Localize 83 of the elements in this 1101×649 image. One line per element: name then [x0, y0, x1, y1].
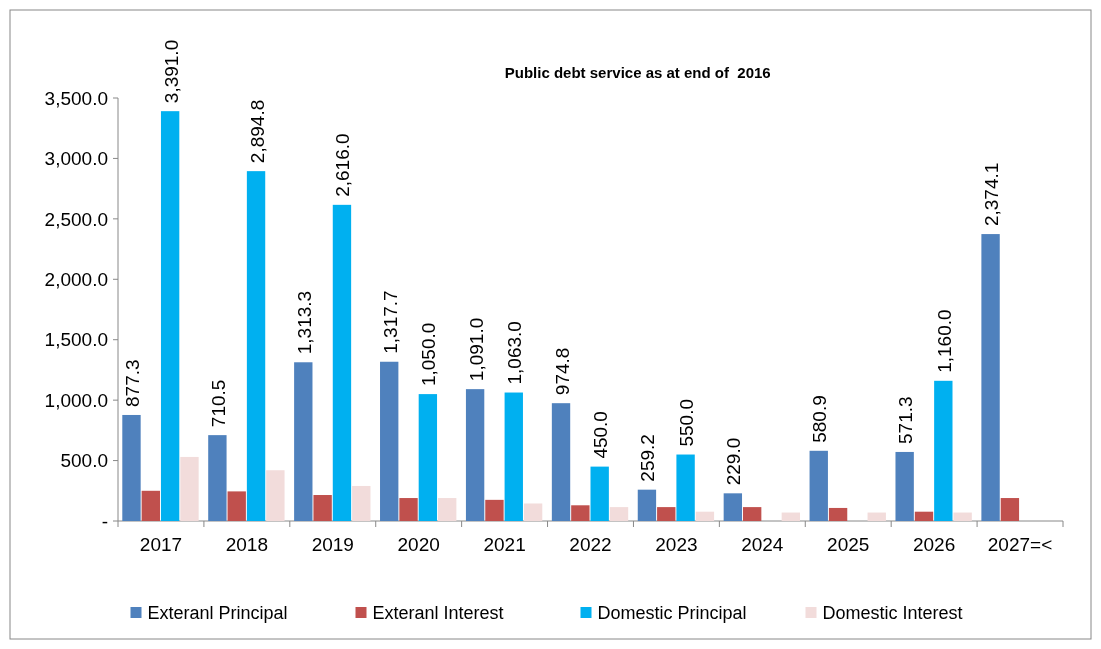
bar	[723, 493, 743, 521]
bar	[246, 171, 266, 521]
chart-title: Public debt service as at end of 2016	[504, 64, 771, 81]
bar	[1000, 498, 1020, 521]
bar	[657, 507, 676, 521]
bar	[438, 498, 457, 521]
x-tick-label: 2017	[139, 534, 183, 555]
data-label: 877.3	[121, 359, 143, 407]
x-tick-label: 2020	[397, 534, 440, 555]
x-tick-label: 2027=<	[987, 534, 1053, 555]
data-label: 229.0	[723, 437, 745, 486]
legend-label: Domestic Interest	[822, 603, 963, 624]
bar	[180, 456, 199, 521]
legend-label: Exteranl Interest	[372, 603, 504, 624]
data-label: 974.8	[551, 347, 573, 396]
bar	[637, 489, 657, 521]
x-tick-label: 2022	[569, 534, 612, 555]
y-tick-label: 2,000.0	[44, 268, 108, 290]
data-label: 450.0	[590, 411, 612, 459]
x-tick-label: 2026	[913, 534, 956, 555]
bar	[828, 507, 848, 521]
y-tick-label: 1,000.0	[44, 389, 108, 411]
x-tick-label: 2024	[741, 534, 784, 555]
y-tick-label: 3,000.0	[44, 148, 108, 170]
bar	[523, 503, 543, 521]
legend-label: Domestic Principal	[597, 603, 747, 624]
bar	[695, 511, 715, 521]
bar	[313, 495, 332, 521]
bar	[609, 507, 629, 521]
data-label: 1,063.0	[504, 321, 526, 385]
bar	[742, 507, 762, 521]
y-tick-label: 3,500.0	[44, 87, 108, 109]
x-tick-label: 2021	[483, 534, 526, 555]
bar	[981, 234, 1000, 521]
x-tick-label: 2025	[827, 534, 870, 555]
y-tick-label: -	[101, 510, 108, 532]
bar	[590, 466, 609, 521]
bar	[485, 499, 504, 521]
bar	[551, 403, 571, 521]
data-label: 580.9	[809, 395, 831, 443]
data-label: 2,616.0	[332, 133, 354, 197]
x-tick-label: 2023	[655, 534, 698, 555]
bar	[160, 111, 180, 521]
bar	[809, 450, 828, 521]
data-label: 1,317.7	[379, 290, 401, 354]
data-label: 1,160.0	[933, 309, 955, 373]
y-tick-label: 1,500.0	[44, 329, 108, 351]
bar	[676, 454, 695, 521]
data-label: 259.2	[637, 434, 659, 482]
bar	[122, 414, 141, 521]
bar	[266, 470, 285, 521]
bar	[895, 451, 914, 521]
data-label: 550.0	[676, 398, 698, 447]
x-tick-label: 2018	[225, 534, 268, 555]
bar	[571, 505, 590, 521]
bar	[953, 512, 972, 521]
bar	[227, 491, 246, 521]
data-label: 1,050.0	[418, 322, 440, 387]
data-label: 1,313.3	[293, 290, 315, 355]
bar	[380, 361, 399, 521]
bar	[352, 485, 371, 521]
bar	[141, 490, 160, 521]
data-label: 3,391.0	[160, 39, 182, 104]
data-label: 2,374.1	[981, 162, 1003, 227]
data-label: 571.3	[895, 396, 917, 444]
data-label: 710.5	[207, 379, 229, 428]
bar	[418, 394, 438, 521]
data-label: 1,091.0	[465, 317, 487, 382]
bar	[332, 204, 352, 521]
bar	[465, 389, 485, 521]
bar	[867, 512, 886, 521]
bar	[781, 512, 801, 521]
bar	[914, 511, 934, 521]
legend-label: Exteranl Principal	[147, 603, 288, 624]
y-tick-label: 500.0	[60, 450, 108, 472]
x-tick-label: 2019	[311, 534, 354, 555]
bar	[504, 392, 523, 521]
bar	[294, 362, 313, 521]
data-label: 2,894.8	[246, 99, 268, 164]
bar	[208, 435, 227, 521]
y-tick-label: 2,500.0	[44, 208, 108, 230]
bar	[934, 380, 953, 521]
bar	[399, 498, 418, 521]
